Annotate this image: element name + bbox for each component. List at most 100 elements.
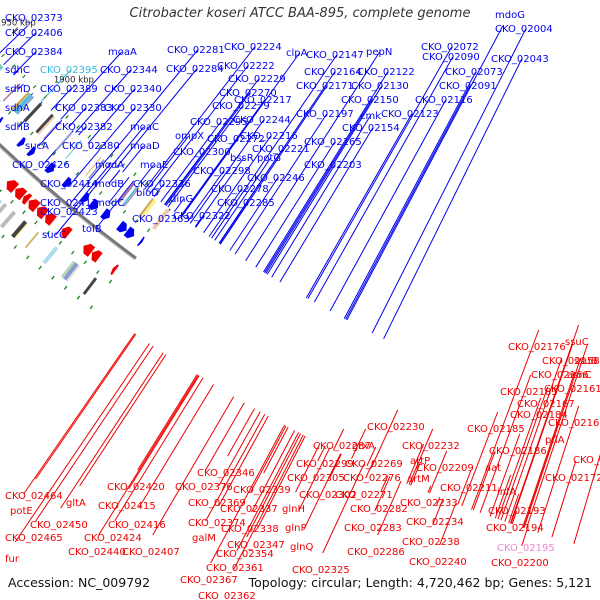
forward-gene-label[interactable]: CKO_02004 xyxy=(495,24,553,35)
forward-gene-label[interactable]: CKO_02091 xyxy=(439,81,497,92)
reverse-gene-label[interactable]: CKO_02302 xyxy=(299,490,357,501)
reverse-gene-label[interactable]: CKO_02176 xyxy=(508,342,566,353)
forward-gene-label[interactable]: modA xyxy=(95,160,124,171)
reverse-gene-label[interactable]: asnC xyxy=(567,370,592,381)
forward-gene-label[interactable]: CKO_02270 xyxy=(219,88,277,99)
reverse-gene-label[interactable]: CKO_02286 xyxy=(347,547,405,558)
reverse-gene-label[interactable]: pflA xyxy=(545,435,565,446)
forward-gene-label[interactable]: CKO_02363 xyxy=(132,214,190,225)
reverse-gene-label[interactable]: CKO_02305 xyxy=(287,473,345,484)
forward-gene-label[interactable]: CKO_02373 xyxy=(5,13,63,24)
forward-gene-label[interactable]: CKO_02217 xyxy=(234,95,292,106)
reverse-gene-label[interactable]: CKO_02184 xyxy=(510,410,568,421)
forward-gene-label[interactable]: bssR xyxy=(230,153,254,164)
forward-gene-label[interactable]: CKO_02043 xyxy=(491,54,549,65)
reverse-gene-label[interactable]: CKO_02369 xyxy=(188,498,246,509)
forward-gene-label[interactable]: CKO_02171 xyxy=(296,81,354,92)
reverse-gene-label[interactable]: CKO_02271 xyxy=(335,490,393,501)
reverse-gene-label[interactable]: potE xyxy=(10,506,33,517)
forward-gene-label[interactable]: CKO_02384 xyxy=(5,47,63,58)
forward-gene-label[interactable]: CKO_02123 xyxy=(381,109,439,120)
forward-gene-label[interactable]: CKO_02130 xyxy=(351,81,409,92)
forward-gene-label[interactable]: sdhB xyxy=(5,122,30,133)
reverse-gene-label[interactable]: CKO_02211 xyxy=(440,483,498,494)
reverse-gene-label[interactable]: CKO_02193 xyxy=(488,506,546,517)
forward-gene-label[interactable]: CKO_02222 xyxy=(217,61,275,72)
forward-gene-label[interactable]: CKO_02216 xyxy=(240,131,298,142)
reverse-gene-label[interactable]: CKO_02376 xyxy=(175,482,233,493)
forward-gene-label[interactable]: CKO_02246 xyxy=(247,173,305,184)
forward-gene-label[interactable]: modC xyxy=(95,198,124,209)
forward-gene-label[interactable]: CKO_02224 xyxy=(224,42,282,53)
reverse-gene-label[interactable]: grxA xyxy=(352,441,375,452)
reverse-gene-label[interactable]: CKO_02337 xyxy=(220,504,278,515)
reverse-gene-label[interactable]: CKO_02339 xyxy=(233,485,291,496)
reverse-gene-label[interactable]: CKO_02183 xyxy=(500,387,558,398)
reverse-gene-label[interactable]: CKO_02464 xyxy=(5,491,63,502)
forward-gene-label[interactable]: CKO_02072 xyxy=(421,42,479,53)
reverse-gene-label[interactable]: ssuC xyxy=(565,337,589,348)
reverse-gene-label[interactable]: CKO_02230 xyxy=(367,422,425,433)
forward-gene-label[interactable]: CKO_02165 xyxy=(304,137,362,148)
reverse-gene-label[interactable]: gltA xyxy=(66,498,86,509)
forward-gene-label[interactable]: CKO_02406 xyxy=(5,28,63,39)
reverse-gene-label[interactable]: CKO_02299 xyxy=(296,459,354,470)
forward-gene-label[interactable]: bioD xyxy=(136,188,159,199)
reverse-gene-label[interactable]: CKO_02367 xyxy=(180,575,238,586)
reverse-gene-label[interactable]: artP xyxy=(410,456,430,467)
forward-gene-label[interactable]: CKO_02229 xyxy=(228,74,286,85)
forward-gene-label[interactable]: CKO_02380 xyxy=(62,141,120,152)
reverse-gene-label[interactable]: glnH xyxy=(282,504,305,515)
forward-gene-label[interactable]: CKO_02395 xyxy=(40,65,98,76)
reverse-gene-label[interactable]: CKO_02186 xyxy=(489,446,547,457)
reverse-gene-label[interactable]: CKO_02416 xyxy=(108,520,166,531)
reverse-gene-label[interactable]: CKO_02161 xyxy=(544,384,600,395)
reverse-gene-label[interactable]: CKO_02338 xyxy=(221,524,279,535)
forward-gene-label[interactable]: CKO_02116 xyxy=(415,95,473,106)
reverse-gene-label[interactable]: fur xyxy=(5,554,20,565)
forward-gene-label[interactable]: moaE xyxy=(140,160,168,171)
forward-gene-label[interactable]: CKO_02272 xyxy=(207,134,265,145)
forward-gene-label[interactable]: potG xyxy=(257,153,281,164)
forward-gene-label[interactable]: CKO_02382 xyxy=(55,122,113,133)
forward-gene-label[interactable]: CKO_02298 xyxy=(193,166,251,177)
reverse-gene-label[interactable]: CKO_02282 xyxy=(350,504,408,515)
forward-gene-label[interactable]: CKO_02150 xyxy=(341,95,399,106)
forward-gene-label[interactable]: CKO_02330 xyxy=(104,103,162,114)
forward-gene-label[interactable]: CKO_02340 xyxy=(104,84,162,95)
forward-gene-label[interactable]: CKO_02414 xyxy=(40,179,98,190)
reverse-gene-label[interactable]: CKO_02440 xyxy=(68,547,126,558)
reverse-gene-label[interactable]: CKO_02465 xyxy=(5,533,63,544)
forward-gene-label[interactable]: CKO_02284 xyxy=(166,64,224,75)
reverse-gene-label[interactable]: CKO_02346 xyxy=(197,468,255,479)
forward-gene-label[interactable]: pepN xyxy=(366,47,392,58)
forward-gene-label[interactable]: CKO_02295 xyxy=(190,117,248,128)
forward-gene-label[interactable]: CKO_02221 xyxy=(252,144,310,155)
reverse-gene-label[interactable]: CKO_02167 xyxy=(517,399,575,410)
reverse-gene-label[interactable]: CKO_02361 xyxy=(206,563,264,574)
forward-gene-label[interactable]: dinG xyxy=(170,194,193,205)
reverse-gene-label[interactable]: CKO_02200 xyxy=(491,558,549,569)
forward-gene-label[interactable]: CKO_02426 xyxy=(12,160,70,171)
forward-gene-label[interactable]: sucC xyxy=(42,230,66,241)
reverse-gene-label[interactable]: CKO_02420 xyxy=(107,482,165,493)
reverse-gene-label[interactable]: CKO_02194 xyxy=(486,523,544,534)
reverse-gene-label[interactable]: CKO_02407 xyxy=(122,547,180,558)
forward-gene-label[interactable]: CKO_02300 xyxy=(173,147,231,158)
forward-gene-label[interactable]: CKO_02203 xyxy=(304,160,362,171)
reverse-gene-label[interactable]: infA xyxy=(497,487,517,498)
forward-gene-label[interactable]: clpA xyxy=(286,48,308,59)
reverse-gene-label[interactable]: CKO_02168 xyxy=(548,418,600,429)
forward-gene-label[interactable]: sdhD xyxy=(5,84,31,95)
reverse-gene-label[interactable]: CKO_02170 xyxy=(573,455,600,466)
forward-gene-label[interactable]: CKO_02383 xyxy=(55,103,113,114)
forward-gene-label[interactable]: CKO_02154 xyxy=(342,123,400,134)
reverse-gene-label[interactable]: ssuB xyxy=(574,356,598,367)
forward-gene-label[interactable]: CKO_02147 xyxy=(306,50,364,61)
reverse-gene-label[interactable]: CKO_02232 xyxy=(402,441,460,452)
forward-gene-label[interactable]: CKO_02285 xyxy=(217,198,275,209)
reverse-gene-label[interactable]: CKO_02233 xyxy=(400,498,458,509)
reverse-gene-label[interactable]: CKO_02276 xyxy=(343,473,401,484)
forward-gene-label[interactable]: cmk xyxy=(360,111,381,122)
reverse-gene-label[interactable]: CKO_02325 xyxy=(292,565,350,576)
